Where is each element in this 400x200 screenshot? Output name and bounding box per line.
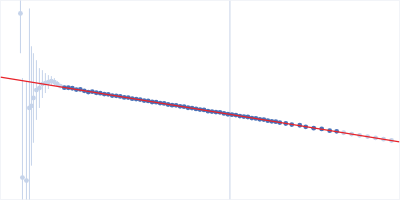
error-bar bbox=[20, 1, 21, 54]
data-point bbox=[24, 178, 29, 183]
plot-frame bbox=[1, 1, 400, 200]
data-point bbox=[31, 96, 36, 101]
fit-line bbox=[1, 77, 400, 142]
data-point bbox=[18, 11, 23, 16]
error-bar bbox=[22, 78, 23, 199]
error-bar bbox=[29, 8, 30, 199]
reference-line bbox=[229, 1, 230, 200]
data-point bbox=[20, 175, 25, 180]
plot-area bbox=[1, 1, 400, 200]
data-point bbox=[29, 104, 34, 109]
data-point bbox=[37, 86, 42, 91]
